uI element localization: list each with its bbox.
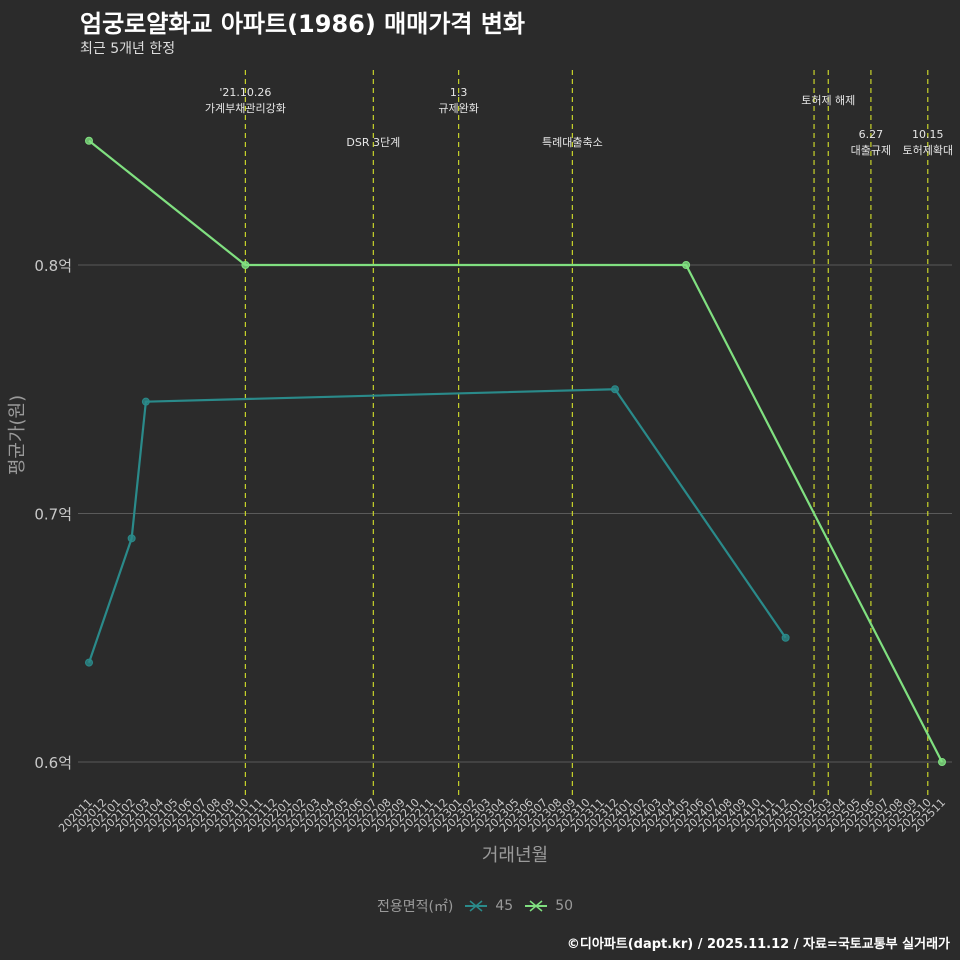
y-tick-label: 0.8억	[34, 257, 72, 275]
event-label: '21.10.26	[219, 86, 271, 99]
legend: 전용면적(㎡) 45 50	[0, 896, 960, 916]
event-label: 10.15	[912, 128, 944, 141]
legend-label-50: 50	[555, 898, 574, 914]
chart-title: 엄궁로얄화교 아파트(1986) 매매가격 변화	[80, 10, 525, 38]
data-point-45-1	[127, 534, 136, 543]
series-line-50	[88, 139, 943, 763]
legend-title: 전용면적(㎡)	[376, 899, 454, 915]
y-axis-label: 평균가(원)	[7, 395, 28, 475]
series-lines	[85, 136, 946, 766]
data-point-45-2	[141, 397, 150, 406]
data-point-50-1	[241, 261, 250, 269]
event-label: 규제완화	[438, 102, 478, 115]
event-label: 6.27	[859, 128, 884, 141]
series-line-45	[87, 388, 787, 663]
x-axis-ticks: 2020112020122021012021022021032021042021…	[56, 796, 948, 835]
data-point-45-0	[85, 658, 93, 667]
event-label: 가계부채관리강화	[205, 102, 286, 115]
data-point-50-0	[85, 136, 93, 145]
data-point-45-3	[611, 385, 620, 394]
chart-subtitle: 최근 5개년 한정	[80, 41, 176, 57]
data-point-50-2	[682, 261, 691, 269]
data-point-45-4	[781, 633, 790, 642]
data-point-50-3	[938, 758, 946, 766]
y-tick-label: 0.6억	[34, 754, 72, 772]
legend-item-45: 45	[463, 897, 513, 915]
event-label: 토허제 해제	[801, 93, 855, 107]
y-tick-label: 0.7억	[34, 506, 72, 524]
event-label: 1.3	[450, 86, 468, 99]
legend-key-45	[465, 900, 488, 912]
event-label: 토허제확대	[902, 144, 953, 157]
x-axis-label: 거래년월	[482, 845, 548, 866]
grid-lines	[78, 264, 952, 763]
legend-key-50	[525, 900, 548, 912]
source-caption: ©디아파트(dapt.kr) / 2025.11.12 / 자료=국토교통부 실…	[566, 937, 950, 952]
event-lines	[244, 70, 929, 795]
event-label: 대출규제	[851, 144, 891, 157]
legend-label-45: 45	[495, 898, 514, 914]
legend-item-50: 50	[523, 897, 573, 915]
event-label: 특례대출축소	[542, 136, 603, 149]
event-label: DSR 3단계	[346, 136, 400, 149]
y-axis-ticks: 0.6억 0.7억 0.8억	[34, 257, 72, 772]
